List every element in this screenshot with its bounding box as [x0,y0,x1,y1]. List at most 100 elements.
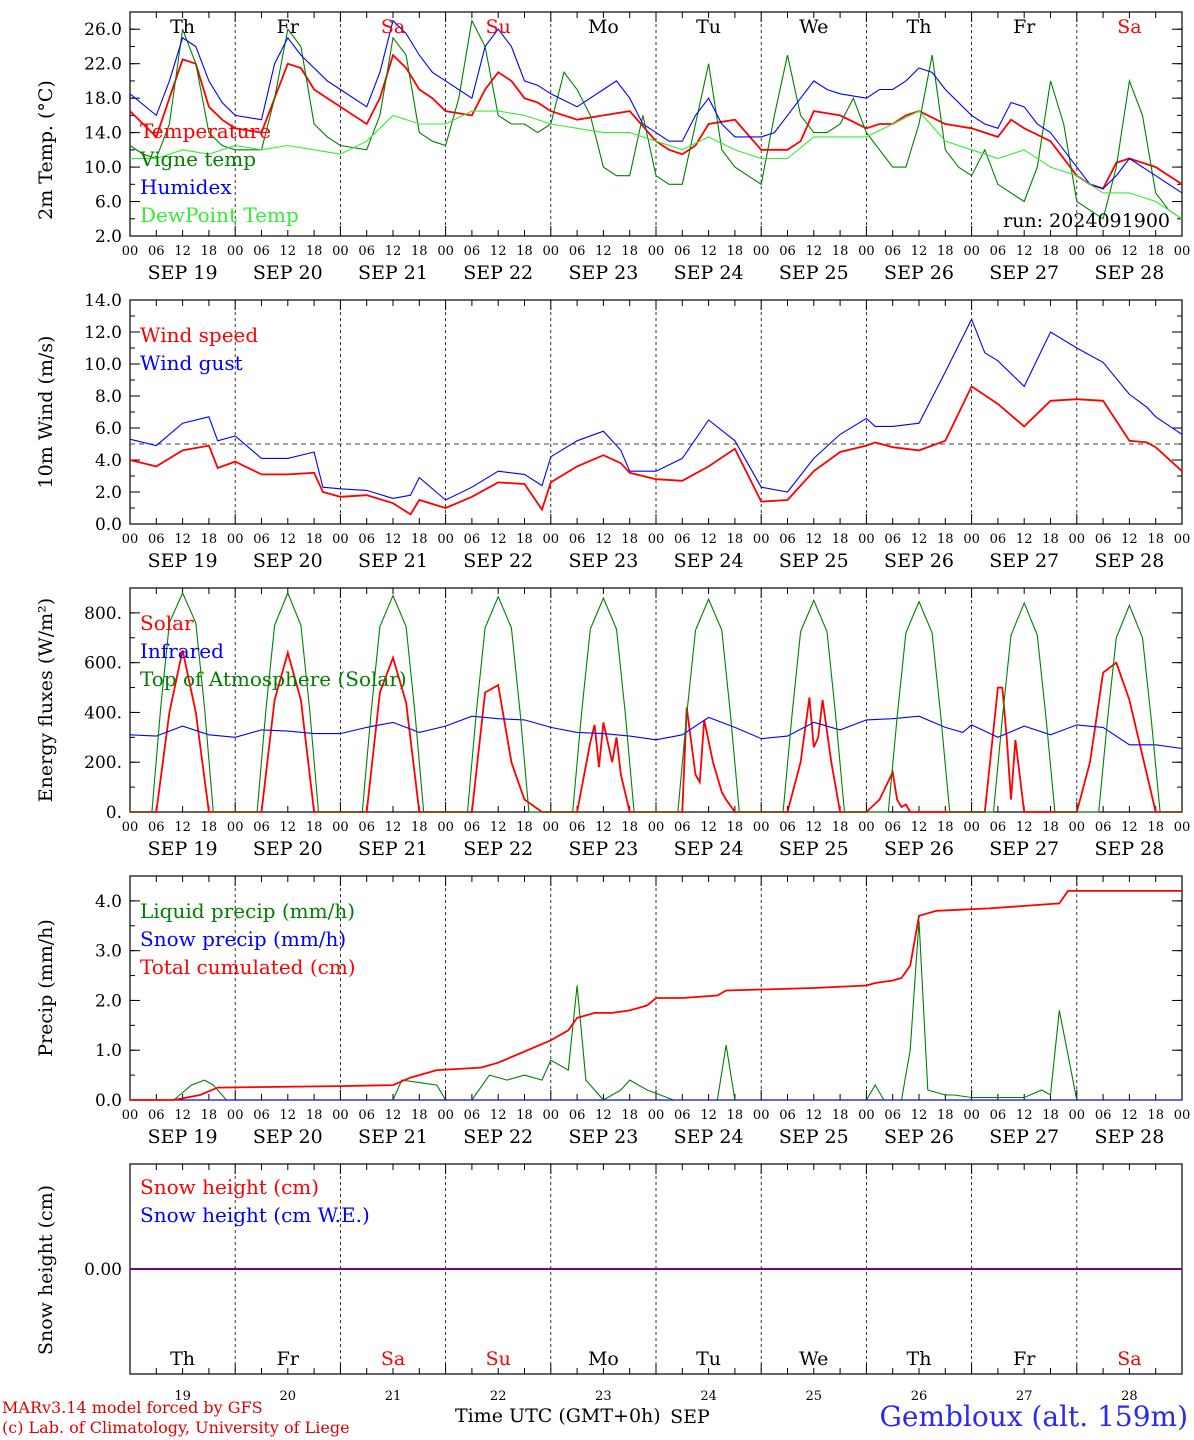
hour-tick-label: 18 [727,1108,744,1123]
hour-tick-label: 12 [280,820,297,835]
date-label: SEP 26 [884,262,954,284]
y-tick-label: 4.0 [95,892,122,912]
y-tick-label: 1.0 [95,1041,122,1061]
y-tick-label: 10.0 [84,355,122,375]
hour-tick-label: 00 [227,820,244,835]
credit-model: MARv3.14 model forced by GFS [2,1398,263,1417]
hour-tick-label: 12 [806,820,823,835]
hour-tick-label: 06 [253,532,270,547]
date-label: SEP 28 [1094,550,1164,572]
hour-tick-label: 00 [753,244,770,259]
hour-tick-label: 18 [937,532,954,547]
hour-tick-label: 00 [1174,1108,1191,1123]
hour-tick-label: 00 [332,244,349,259]
month-label: SEP [670,1406,710,1428]
hour-tick-label: 00 [648,244,665,259]
hour-tick-label: 06 [779,532,796,547]
hour-tick-label: 00 [437,532,454,547]
hour-tick-label: 12 [1121,1108,1138,1123]
legend-entry: Vigne temp [139,147,256,171]
weekday-label: Th [170,1348,195,1370]
day-number: 24 [700,1389,717,1404]
hour-tick-label: 00 [332,820,349,835]
hour-tick-label: 12 [1121,244,1138,259]
y-tick-label: 400. [84,703,122,723]
hour-tick-label: 18 [621,820,638,835]
date-label: SEP 26 [884,550,954,572]
hour-tick-label: 06 [358,820,375,835]
hour-tick-label: 12 [595,244,612,259]
series-line-infrared [129,715,1183,750]
weekday-label: Th [170,16,195,38]
hour-tick-label: 12 [806,1108,823,1123]
y-axis-label: Precip (mm/h) [35,919,57,1057]
hour-tick-label: 00 [122,244,139,259]
hour-tick-label: 18 [937,1108,954,1123]
hour-tick-label: 00 [437,1108,454,1123]
y-tick-label: 2.0 [95,991,122,1011]
legend-entry: Snow precip (mm/h) [140,927,346,951]
hour-tick-label: 06 [358,244,375,259]
date-label: SEP 27 [989,838,1059,860]
hour-tick-label: 12 [806,244,823,259]
date-label: SEP 22 [463,1126,533,1148]
hour-tick-label: 12 [280,532,297,547]
legend-entry: Top of Atmosphere (Solar) [140,667,407,691]
y-tick-label: 200. [84,753,122,773]
hour-tick-label: 00 [1069,820,1086,835]
panel-3: 00 06 12 18 00 06 12 18 00 06 12 18 00 06 12 18 00 06 12 18… [35,587,1191,860]
date-label: SEP 20 [253,1126,323,1148]
hour-tick-label: 00 [437,244,454,259]
hour-tick-label: 06 [1095,820,1112,835]
series-line-liquid-precip-mm-h- [130,920,1182,1101]
hour-tick-label: 06 [990,532,1007,547]
hour-tick-label: 06 [148,244,165,259]
y-tick-label: 0.00 [84,1260,122,1280]
date-label: SEP 19 [148,1126,218,1148]
date-label: SEP 25 [779,1126,849,1148]
hour-tick-label: 12 [280,1108,297,1123]
hour-tick-label: 00 [332,1108,349,1123]
hour-tick-label: 12 [174,244,191,259]
hour-tick-label: 18 [832,532,849,547]
legend-entry: Humidex [140,175,232,199]
day-number: 27 [1016,1389,1033,1404]
hour-tick-label: 18 [201,532,218,547]
series-line-solar [130,649,1182,813]
hour-tick-label: 06 [674,532,691,547]
weekday-label: Th [907,16,932,38]
date-label: SEP 24 [674,550,744,572]
hour-tick-label: 12 [385,1108,402,1123]
hour-tick-label: 18 [1042,1108,1059,1123]
hour-tick-label: 12 [806,532,823,547]
weekday-label: Fr [277,16,300,38]
hour-tick-label: 06 [569,1108,586,1123]
hour-tick-label: 00 [648,820,665,835]
legend-entry: Wind gust [140,351,243,375]
legend-entry: Snow height (cm) [140,1175,319,1199]
y-tick-label: 0.0 [95,515,122,535]
hour-tick-label: 06 [148,820,165,835]
hour-tick-label: 06 [464,532,481,547]
date-label: SEP 24 [674,262,744,284]
y-tick-label: 14.0 [84,291,122,311]
hour-tick-label: 06 [253,820,270,835]
hour-tick-label: 18 [411,532,428,547]
hour-tick-label: 18 [727,820,744,835]
legend-entry: Total cumulated (cm) [140,955,356,979]
station-name: Gembloux (alt. 159m) [879,1400,1189,1433]
hour-tick-label: 12 [174,532,191,547]
y-tick-label: 10.0 [84,158,122,178]
weekday-label: Sa [381,1348,405,1370]
series-line-wind-gust [129,317,1183,501]
weekday-label: Mo [588,16,619,38]
hour-tick-label: 06 [1095,244,1112,259]
hour-tick-label: 18 [727,532,744,547]
y-tick-label: 14.0 [84,124,122,144]
day-number: 26 [911,1389,928,1404]
hour-tick-label: 00 [122,1108,139,1123]
hour-tick-label: 12 [385,244,402,259]
hour-tick-label: 06 [569,532,586,547]
date-label: SEP 22 [463,550,533,572]
hour-tick-label: 00 [1174,820,1191,835]
